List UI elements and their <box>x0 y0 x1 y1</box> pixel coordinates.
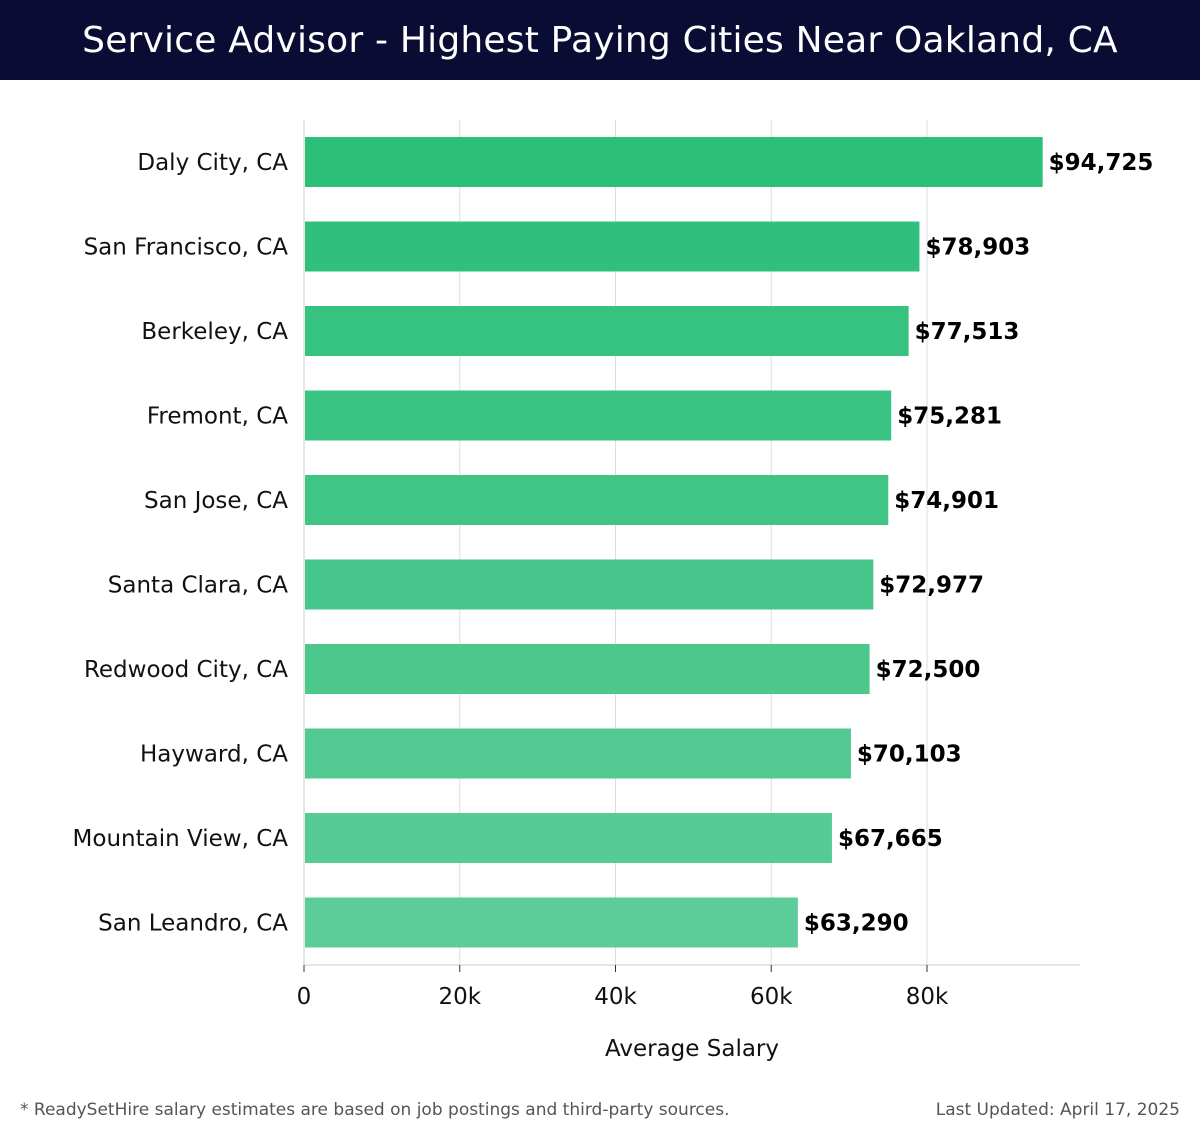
category-label-1: San Francisco, CA <box>84 235 289 261</box>
bar-3 <box>305 390 892 441</box>
bar-0 <box>305 137 1043 187</box>
value-label-2: $77,513 <box>915 319 1020 345</box>
category-label-4: San Jose, CA <box>144 488 288 514</box>
x-axis: 0 20k 40k 60k 80k <box>297 964 1080 1010</box>
x-tick-label-4: 80k <box>906 984 949 1010</box>
value-label-7: $70,103 <box>857 742 962 768</box>
category-label-9: San Leandro, CA <box>98 911 288 937</box>
x-tick-label-2: 40k <box>594 984 637 1010</box>
value-label-0: $94,725 <box>1049 150 1154 176</box>
category-label-8: Mountain View, CA <box>73 826 289 852</box>
bar-9 <box>305 897 798 948</box>
category-label-3: Fremont, CA <box>147 404 288 430</box>
bar-4 <box>305 475 889 525</box>
bar-2 <box>305 306 909 356</box>
value-label-3: $75,281 <box>897 404 1002 430</box>
category-label-2: Berkeley, CA <box>141 319 288 345</box>
value-label-9: $63,290 <box>804 911 909 937</box>
value-label-1: $78,903 <box>925 235 1030 261</box>
bar-8 <box>305 813 832 863</box>
chart-header: Service Advisor - Highest Paying Cities … <box>0 0 1200 80</box>
bars <box>305 137 1043 948</box>
value-label-6: $72,500 <box>876 657 981 683</box>
x-tick-label-1: 20k <box>438 984 481 1010</box>
bar-5 <box>305 559 874 610</box>
x-axis-title: Average Salary <box>605 1036 779 1062</box>
value-labels: $94,725 $78,903 $77,513 $75,281 $74,901 $72,9… <box>804 150 1154 937</box>
bar-7 <box>305 728 851 779</box>
x-tick-label-0: 0 <box>297 984 312 1010</box>
bar-1 <box>305 221 920 272</box>
value-label-5: $72,977 <box>879 573 984 599</box>
category-label-7: Hayward, CA <box>140 742 288 768</box>
x-tick-label-3: 60k <box>750 984 793 1010</box>
value-label-8: $67,665 <box>838 826 943 852</box>
value-label-4: $74,901 <box>894 488 999 514</box>
category-label-5: Santa Clara, CA <box>108 573 288 599</box>
bar-chart: 0 20k 40k 60k 80k Daly City, CA San Francisco… <box>73 120 1154 1062</box>
footer-updated: Last Updated: April 17, 2025 <box>935 1100 1180 1120</box>
bar-6 <box>305 644 870 694</box>
category-label-6: Redwood City, CA <box>84 657 288 683</box>
category-labels: Daly City, CA San Francisco, CA Berkeley, … <box>73 150 289 937</box>
category-label-0: Daly City, CA <box>137 150 288 176</box>
chart-title: Service Advisor - Highest Paying Cities … <box>82 19 1118 61</box>
footer-note: * ReadySetHire salary estimates are base… <box>20 1100 730 1120</box>
